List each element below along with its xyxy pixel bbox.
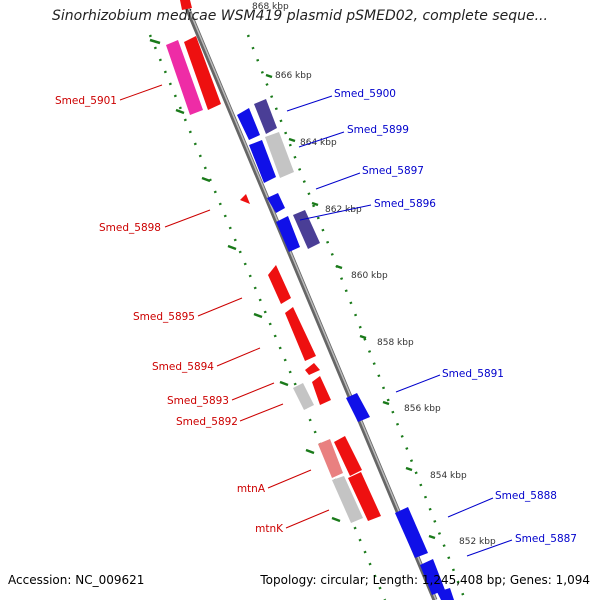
label-smed-5887[interactable]: Smed_5887 xyxy=(515,533,577,545)
gene-smed-5896-a[interactable] xyxy=(276,216,300,252)
gene-smed-5891[interactable] xyxy=(346,393,370,422)
gene-red-top[interactable] xyxy=(180,0,192,10)
reverse-genes xyxy=(166,0,381,523)
backbone-highlight xyxy=(184,0,437,600)
gene-smed-5896-b[interactable] xyxy=(293,210,320,249)
leader-smed-5898 xyxy=(164,209,211,228)
leader-smed-5887 xyxy=(466,539,513,557)
gene-smed-5888[interactable] xyxy=(395,507,428,558)
label-smed-5888[interactable]: Smed_5888 xyxy=(495,490,557,502)
accession-label: Accession: NC_009621 xyxy=(8,573,145,587)
topology-summary: Topology: circular; Length: 1,245,408 bp… xyxy=(260,573,590,587)
label-smed-5895[interactable]: Smed_5895 xyxy=(133,311,195,323)
label-smed-5898[interactable]: Smed_5898 xyxy=(99,222,161,234)
scale-label-856: 856 kbp xyxy=(404,404,441,414)
label-smed-5894[interactable]: Smed_5894 xyxy=(152,361,214,373)
gene-smed-5895[interactable] xyxy=(268,265,291,304)
scale-label-854: 854 kbp xyxy=(430,471,467,481)
scale-ticks xyxy=(149,38,436,540)
label-smed-5901[interactable]: Smed_5901 xyxy=(55,95,117,107)
label-smed-5893[interactable]: Smed_5893 xyxy=(167,395,229,407)
gene-mtna-pale[interactable] xyxy=(318,439,343,478)
gene-bottom[interactable] xyxy=(437,588,454,600)
leader-mtnk xyxy=(285,509,330,529)
gene-smed-5897[interactable] xyxy=(267,193,285,213)
label-mtna[interactable]: mtnA xyxy=(237,483,266,495)
scale-label-868: 868 kbp xyxy=(252,2,289,12)
leader-smed-5892 xyxy=(239,403,284,422)
leader-smed-5895 xyxy=(197,297,243,317)
label-smed-5899[interactable]: Smed_5899 xyxy=(347,124,409,136)
label-smed-5900[interactable]: Smed_5900 xyxy=(334,88,396,100)
leader-smed-5896 xyxy=(299,204,372,221)
gene-mtnk-gray[interactable] xyxy=(332,476,363,523)
leader-smed-5901 xyxy=(119,84,163,101)
forward-genes xyxy=(237,99,454,600)
gene-smed-5898[interactable] xyxy=(240,194,250,204)
label-mtnk[interactable]: mtnK xyxy=(255,523,284,535)
label-smed-5892[interactable]: Smed_5892 xyxy=(176,416,238,428)
gene-smed-5899-a[interactable] xyxy=(249,140,276,183)
scale-label-860: 860 kbp xyxy=(351,271,388,281)
label-smed-5897[interactable]: Smed_5897 xyxy=(362,165,424,177)
gene-smed-5893-b[interactable] xyxy=(312,376,331,405)
leader-smed-5897 xyxy=(315,172,361,190)
gene-smed-5893-a[interactable] xyxy=(305,363,320,375)
gene-smed-5892[interactable] xyxy=(293,383,314,410)
leader-smed-5891 xyxy=(395,374,441,393)
gene-mtnk[interactable] xyxy=(348,472,381,521)
leader-smed-5888 xyxy=(447,497,494,518)
gene-smed-5901-b[interactable] xyxy=(184,36,221,110)
scale-label-862: 862 kbp xyxy=(325,205,362,215)
scale-label-852: 852 kbp xyxy=(459,537,496,547)
label-smed-5891[interactable]: Smed_5891 xyxy=(442,368,504,380)
gene-mtna[interactable] xyxy=(334,436,362,476)
scale-label-858: 858 kbp xyxy=(377,338,414,348)
gene-smed-5894[interactable] xyxy=(285,307,316,361)
gene-smed-5901-a[interactable] xyxy=(166,40,203,115)
leader-smed-5899 xyxy=(298,131,345,148)
leader-smed-5900 xyxy=(286,95,333,112)
gene-smed-5899-b[interactable] xyxy=(265,132,294,178)
gene-smed-5900-b[interactable] xyxy=(254,99,277,134)
leader-smed-5894 xyxy=(216,347,261,367)
leader-smed-5893 xyxy=(231,382,275,401)
gene-smed-5900-a[interactable] xyxy=(237,108,260,140)
backbone xyxy=(181,0,438,600)
label-smed-5896[interactable]: Smed_5896 xyxy=(374,198,436,210)
leader-mtna xyxy=(267,469,312,489)
scale-label-866: 866 kbp xyxy=(275,71,312,81)
gene-smed-5887[interactable] xyxy=(420,559,445,595)
map-title: Sinorhizobium medicae WSM419 plasmid pSM… xyxy=(52,8,548,24)
scale-label-864: 864 kbp xyxy=(300,138,337,148)
